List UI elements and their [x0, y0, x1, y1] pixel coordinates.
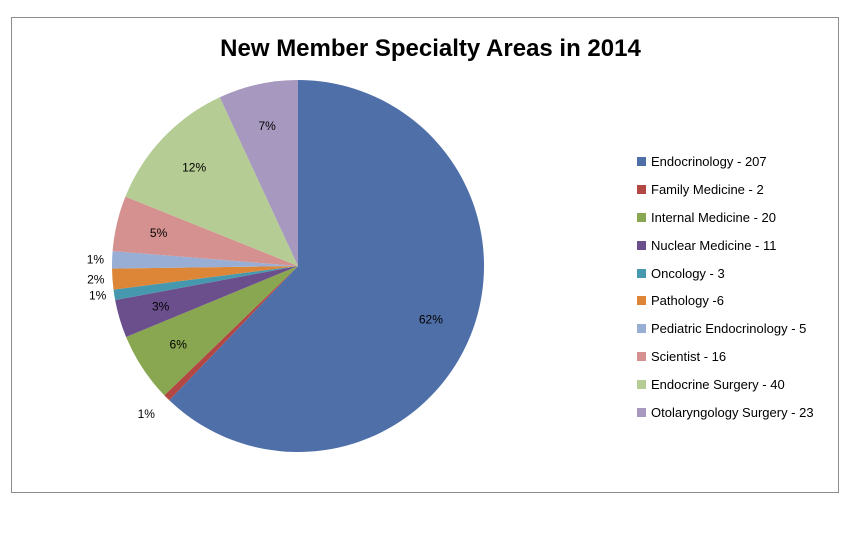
- pie-slice: [126, 266, 298, 396]
- slice-percent-label: 62%: [419, 312, 443, 326]
- legend-label: Oncology - 3: [651, 265, 725, 281]
- pie-slice: [164, 266, 298, 401]
- legend-label: Pediatric Endocrinology - 5: [651, 321, 807, 337]
- legend-swatch: [637, 212, 646, 222]
- chart-title: New Member Specialty Areas in 2014: [220, 35, 641, 62]
- legend-label: Internal Medicine - 20: [651, 209, 777, 225]
- legend-item: Pathology -6: [637, 287, 814, 315]
- legend-swatch: [637, 324, 646, 334]
- slice-percent-label: 3%: [152, 300, 170, 314]
- legend-swatch: [637, 296, 646, 306]
- slice-percent-label: 1%: [138, 407, 156, 421]
- pie-slice: [112, 251, 298, 269]
- pie-slice: [112, 196, 299, 266]
- legend-label: Endocrine Surgery - 40: [651, 376, 785, 392]
- legend-item: Oncology - 3: [637, 259, 814, 287]
- legend-label: Endocrinology - 207: [651, 154, 767, 170]
- legend-label: Family Medicine - 2: [651, 182, 764, 198]
- legend-item: Scientist - 16: [637, 343, 814, 371]
- legend-swatch: [637, 185, 646, 195]
- legend-item: Pediatric Endocrinology - 5: [637, 315, 814, 343]
- slice-percent-label: 1%: [87, 253, 105, 267]
- slice-percent-label: 7%: [258, 119, 276, 133]
- legend-swatch: [637, 407, 646, 417]
- legend-swatch: [637, 157, 646, 167]
- slice-percent-label: 1%: [89, 288, 107, 302]
- legend-item: Endocrine Surgery - 40: [637, 370, 814, 398]
- legend-label: Otolaryngology Surgery - 23: [651, 404, 814, 420]
- legend-item: Nuclear Medicine - 11: [637, 231, 814, 259]
- legend-item: Internal Medicine - 20: [637, 204, 814, 232]
- legend-label: Scientist - 16: [651, 348, 727, 364]
- pie-slice: [219, 80, 298, 266]
- pie-slice: [169, 80, 485, 453]
- slice-percent-label: 6%: [170, 338, 188, 352]
- slice-percent-label: 5%: [150, 226, 168, 240]
- legend-swatch: [637, 240, 646, 250]
- legend-label: Pathology -6: [651, 293, 724, 309]
- pie-slice: [113, 266, 298, 301]
- pie-slice: [125, 97, 298, 266]
- legend-item: Family Medicine - 2: [637, 176, 814, 204]
- slice-percent-label: 12%: [182, 160, 206, 174]
- legend-label: Nuclear Medicine - 11: [651, 237, 777, 253]
- pie-slice: [115, 266, 299, 337]
- legend-swatch: [637, 268, 646, 278]
- legend-swatch: [637, 379, 646, 389]
- legend-swatch: [637, 351, 646, 361]
- chart-legend: Endocrinology - 207 Family Medicine - 2 In…: [637, 148, 814, 426]
- legend-item: Otolaryngology Surgery - 23: [637, 398, 814, 426]
- legend-item: Endocrinology - 207: [637, 148, 814, 176]
- slice-percent-label: 2%: [87, 272, 105, 286]
- pie-slice: [112, 266, 299, 290]
